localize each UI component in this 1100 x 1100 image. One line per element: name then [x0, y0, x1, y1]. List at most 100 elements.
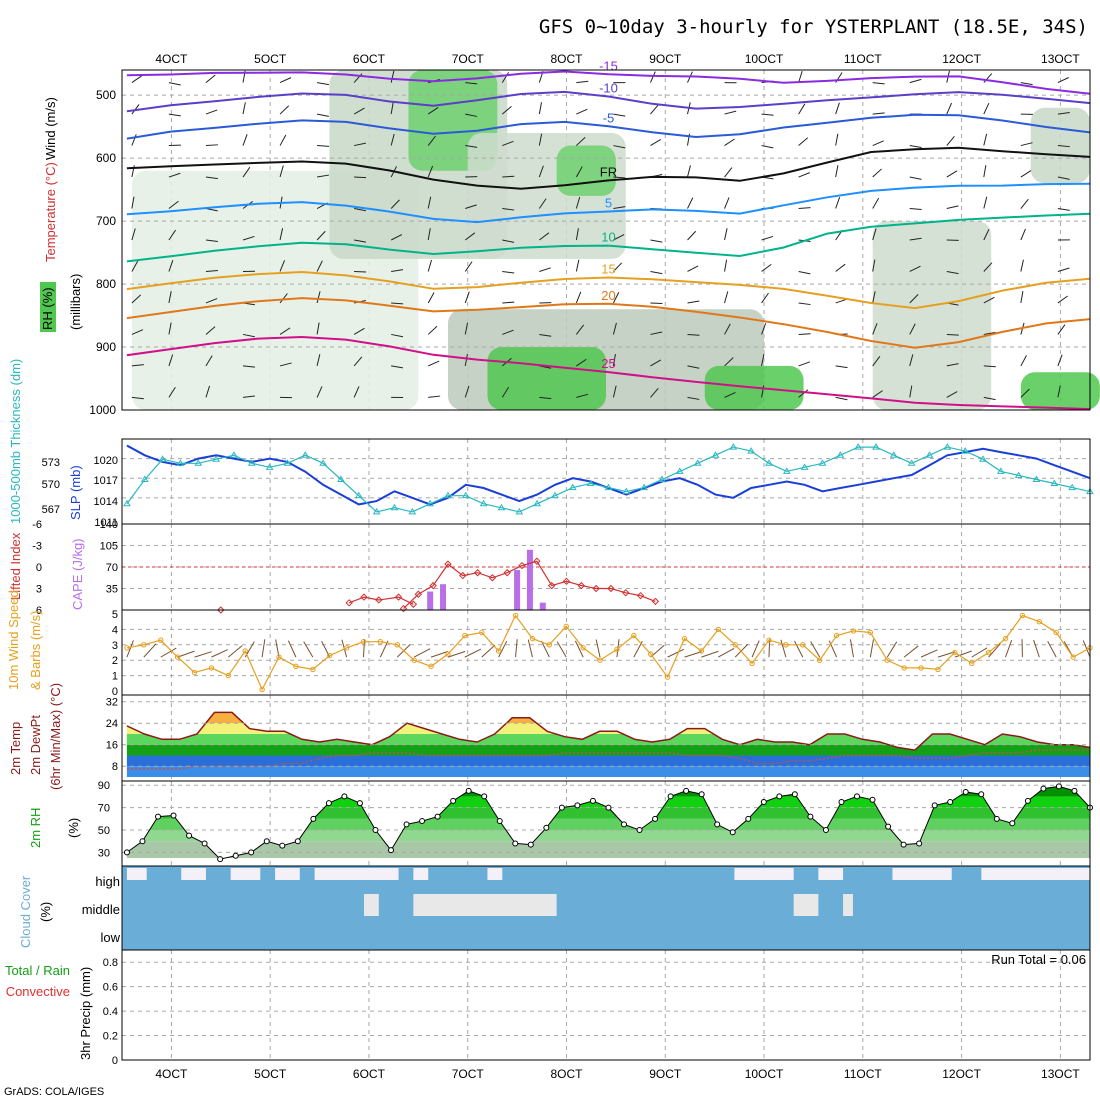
wind-speed-point — [816, 657, 823, 663]
thickness-point — [800, 463, 809, 470]
wind-barb — [872, 259, 876, 272]
wind-barb — [502, 239, 515, 243]
rh-point — [621, 821, 628, 828]
rh-point — [388, 847, 395, 854]
slp-tick-label: 1017 — [94, 475, 118, 487]
rh-point — [123, 849, 130, 856]
temp-color-band — [126, 733, 1090, 745]
wind-barb — [835, 102, 840, 115]
thickness-point — [782, 467, 791, 474]
wind-barb — [650, 139, 662, 146]
wind-barb — [427, 165, 434, 178]
wind-barb-10m — [718, 648, 735, 658]
temp-tick-label: 24 — [106, 718, 118, 730]
wind-barb — [761, 354, 765, 367]
thickness-point — [854, 443, 863, 450]
wind-barb — [279, 77, 292, 84]
rh-point — [481, 793, 488, 800]
pressure-axis-label: (millibars) — [68, 274, 83, 330]
wind-barb — [464, 291, 470, 304]
wind-speed-point — [952, 649, 958, 656]
pressure-tick-label: 700 — [96, 214, 116, 228]
minmax-axis-label: (6hr Min/Max) (°C) — [48, 683, 63, 790]
wind-barb — [649, 71, 656, 83]
rh-point — [279, 842, 286, 849]
wind-barb — [613, 145, 626, 149]
thickness-point — [658, 475, 666, 482]
wind-barb — [798, 103, 806, 115]
thickness-point — [551, 491, 559, 499]
wind-barb-10m — [160, 647, 177, 658]
wind-barb — [575, 324, 585, 335]
precip-axis-label: 3hr Precip (mm) — [78, 967, 93, 1060]
wind-barb — [427, 259, 433, 272]
wind-barb — [724, 291, 729, 304]
wind-barb — [613, 113, 626, 117]
middle-cloud-gap — [793, 894, 819, 916]
x-tick-label-bottom: 9OCT — [649, 1067, 682, 1081]
wind-barb-10m — [540, 640, 550, 658]
wind-barb — [279, 134, 287, 146]
lifted-index-point — [375, 596, 383, 604]
wind-barb — [316, 354, 321, 367]
rh-point — [232, 852, 239, 859]
wind-barb-10m — [527, 639, 533, 658]
wind-speed-point — [867, 629, 874, 636]
thickness-point — [604, 483, 613, 491]
wind-barb — [428, 360, 440, 367]
thickness-point — [140, 475, 149, 482]
wind-barb — [946, 135, 955, 146]
wind-speed-point — [766, 637, 772, 643]
thickness-point — [497, 503, 506, 511]
wind-barb — [205, 298, 218, 304]
wind-barb — [798, 270, 811, 275]
temperature-contour-label: FR — [600, 164, 617, 179]
wind-barb — [983, 196, 988, 209]
wind-barb — [427, 196, 432, 209]
wind-barb — [946, 333, 959, 336]
wind-barb — [538, 165, 544, 178]
rh-point — [636, 827, 643, 834]
rh-point — [574, 802, 581, 809]
lifted-axis-label: Lifted Index — [8, 532, 23, 600]
rh-point — [558, 804, 565, 811]
thickness-point — [194, 459, 203, 466]
high-cloud-gap — [818, 868, 844, 880]
lifted-index-point — [217, 606, 225, 614]
thickness-point — [872, 443, 880, 450]
rh-point — [605, 804, 612, 811]
wind-tick-label: 0 — [112, 686, 118, 698]
wind-barb — [354, 176, 367, 179]
lifted-tick-label: 3 — [36, 584, 42, 596]
thickness-point — [925, 451, 934, 458]
wind-barb — [687, 265, 699, 272]
rh-shading-area — [1020, 372, 1100, 410]
wind-barb — [205, 109, 218, 115]
rh-point — [310, 815, 317, 822]
rh-point — [776, 793, 783, 800]
rh-point — [1009, 820, 1016, 827]
x-tick-label-top: 11OCT — [844, 52, 882, 66]
rh-shading-area — [872, 221, 992, 410]
cape-bar — [526, 549, 533, 610]
rh-point — [294, 838, 301, 845]
wind-barb — [131, 134, 137, 146]
rh-point — [900, 841, 907, 848]
rh-point — [854, 793, 861, 800]
lifted-index-line — [348, 596, 414, 605]
wind-barb — [502, 301, 515, 304]
wind-barb — [575, 228, 579, 241]
rh-point — [807, 813, 814, 820]
wind-barb — [464, 261, 473, 272]
rh-point — [978, 791, 985, 798]
rh-point — [885, 823, 892, 830]
thickness-point — [1050, 479, 1059, 487]
wind-barb — [612, 354, 616, 367]
wind-barb-10m — [751, 640, 760, 658]
thickness-point — [533, 499, 542, 507]
lifted-index-point — [533, 557, 541, 565]
rh-point — [201, 840, 208, 847]
rh-point — [139, 838, 146, 845]
pressure-tick-label: 900 — [96, 340, 116, 354]
temp-color-band — [126, 712, 1090, 724]
